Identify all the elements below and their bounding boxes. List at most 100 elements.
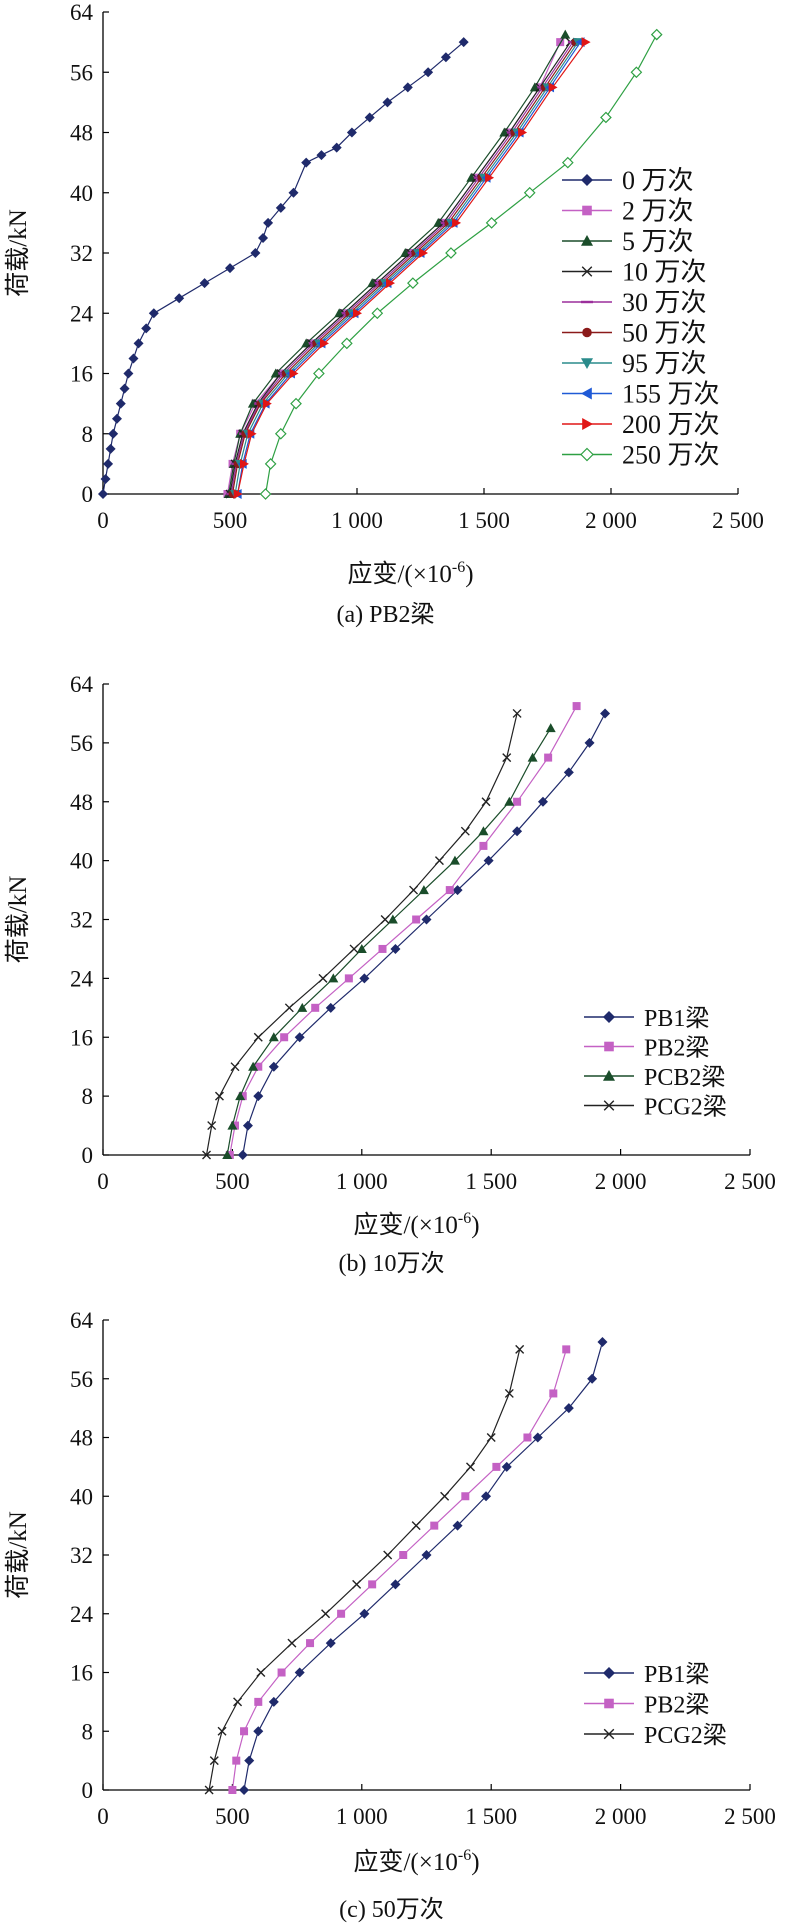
data-point <box>277 1668 286 1677</box>
x-axis-label: 应变/(×10-6) <box>353 1210 479 1239</box>
data-point <box>340 337 353 350</box>
data-point <box>549 1389 558 1398</box>
data-point <box>268 1696 279 1707</box>
x-tick-label: 2 000 <box>595 1804 647 1829</box>
legend: PB1梁 PB2梁 PCG2梁 <box>584 1661 727 1749</box>
data-point <box>513 797 522 806</box>
series-line <box>205 713 518 1156</box>
legend-label: 155 万次 <box>622 380 720 409</box>
y-tick-label: 32 <box>70 908 93 933</box>
data-point <box>253 1032 263 1042</box>
legend-label: PB1梁 <box>644 1005 709 1032</box>
data-point <box>440 52 451 63</box>
series-0 <box>239 1337 608 1795</box>
data-point <box>537 796 548 807</box>
legend-item: PCB2梁 <box>584 1064 725 1091</box>
data-point <box>133 338 144 349</box>
data-point <box>254 1697 263 1706</box>
legend-label: 50 万次 <box>622 319 707 348</box>
data-point <box>485 217 498 229</box>
data-point <box>452 217 462 228</box>
chart-caption: (c) 50万次 <box>339 1896 444 1923</box>
data-point <box>461 1492 470 1501</box>
x-tick-label: 0 <box>97 1804 109 1829</box>
legend-item: 5 万次 <box>562 227 694 256</box>
y-axis-label: 荷载/kN <box>4 1511 32 1599</box>
y-tick-label: 56 <box>70 731 93 756</box>
data-point <box>123 368 134 379</box>
x-axis-label: 应变/(×10-6) <box>353 1847 479 1876</box>
data-point <box>402 82 413 93</box>
data-point <box>378 944 387 953</box>
data-point <box>254 1062 263 1071</box>
data-point <box>478 826 489 836</box>
data-point <box>280 1033 289 1042</box>
data-point <box>523 186 536 199</box>
x-tick-label: 1 000 <box>336 1169 388 1194</box>
data-point <box>111 413 122 424</box>
data-point <box>548 82 558 93</box>
data-point <box>587 1373 598 1384</box>
data-point <box>253 1726 264 1737</box>
data-point <box>390 1579 401 1590</box>
legend-label: 0 万次 <box>622 166 694 195</box>
x-tick-label: 0 <box>97 1169 109 1194</box>
data-point <box>492 1462 501 1471</box>
data-point <box>148 308 159 319</box>
data-point <box>445 886 454 895</box>
legend-label: PCB2梁 <box>644 1064 725 1091</box>
data-point <box>452 885 463 896</box>
y-tick-label: 32 <box>70 241 93 266</box>
data-point <box>502 753 512 763</box>
series-2 <box>223 29 571 498</box>
data-point <box>233 489 243 499</box>
data-point <box>105 443 116 454</box>
data-point <box>207 1121 217 1131</box>
data-point <box>108 428 119 439</box>
series-line <box>265 34 658 495</box>
legend-label: PCG2梁 <box>644 1722 727 1749</box>
y-tick-label: 24 <box>70 966 94 991</box>
y-tick-label: 32 <box>70 1543 93 1568</box>
data-point <box>409 885 419 895</box>
legend-item: PCG2梁 <box>584 1722 727 1749</box>
legend-marker <box>582 418 593 430</box>
data-point <box>248 1061 259 1071</box>
data-point <box>235 1091 246 1101</box>
legend-label: PB2梁 <box>644 1692 709 1719</box>
legend-marker <box>603 1100 615 1111</box>
series-line <box>231 41 576 495</box>
x-tick-label: 2 500 <box>724 1169 776 1194</box>
data-point <box>141 323 152 334</box>
y-tick-label: 48 <box>70 790 93 815</box>
data-point <box>411 1521 421 1531</box>
legend-label: 250 万次 <box>622 441 720 470</box>
data-point <box>371 307 384 320</box>
y-tick-label: 64 <box>70 0 94 25</box>
data-point <box>419 248 429 258</box>
legend-item: 155 万次 <box>562 380 720 409</box>
data-point <box>512 708 522 718</box>
y-tick-label: 16 <box>70 1025 93 1050</box>
legend-label: PCG2梁 <box>644 1094 727 1121</box>
data-point <box>275 202 286 213</box>
data-point <box>239 1785 250 1795</box>
legend-label: 95 万次 <box>622 349 707 378</box>
x-tick-label: 1 500 <box>465 1804 517 1829</box>
data-point <box>512 826 523 837</box>
data-point <box>174 293 185 304</box>
data-point <box>387 914 398 924</box>
legend-item: PB2梁 <box>584 1035 709 1062</box>
data-point <box>466 1462 475 1472</box>
x-axis-label: 应变/(×10-6) <box>347 559 473 588</box>
data-point <box>259 488 272 500</box>
x-tick-label: 0 <box>97 508 109 533</box>
data-point <box>563 767 574 778</box>
series-9 <box>259 28 663 500</box>
legend-marker <box>581 174 593 186</box>
data-point <box>316 150 327 161</box>
data-point <box>287 1638 297 1648</box>
data-point <box>217 1726 227 1736</box>
data-point <box>268 1061 279 1072</box>
